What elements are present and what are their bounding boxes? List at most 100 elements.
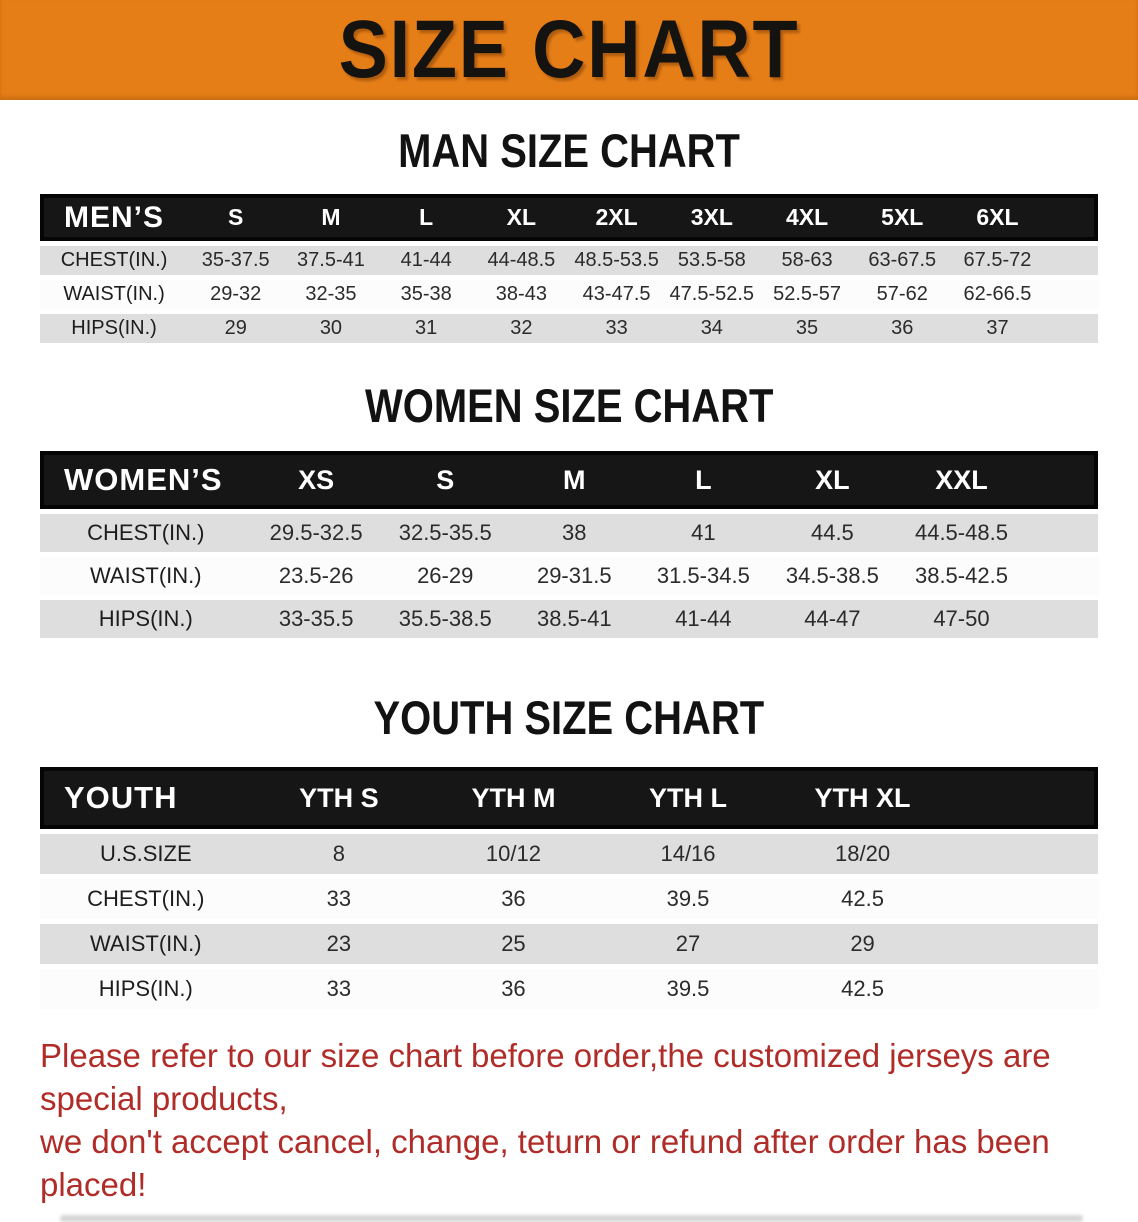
table-group-label: YOUTH <box>40 767 252 829</box>
size-value-cell: 35-37.5 <box>188 241 284 275</box>
size-value-cell: 57-62 <box>854 275 950 309</box>
size-value-cell: 53.5-58 <box>664 241 760 275</box>
size-column-header: XS <box>251 451 381 509</box>
size-chart-banner: SIZE CHART <box>0 0 1138 100</box>
size-value-cell: 44-48.5 <box>473 241 569 275</box>
row-filler-cell <box>1025 509 1098 552</box>
youth-size-table: YOUTH YTH S YTH M YTH L YTH XL U.S.SIZE 8 10/12… <box>40 767 1098 1009</box>
disclaimer-line-1: Please refer to our size chart before or… <box>40 1037 1051 1117</box>
size-value-cell: 32.5-35.5 <box>380 509 510 552</box>
size-value-cell: 35-38 <box>378 275 474 309</box>
measurement-row-label: U.S.SIZE <box>40 829 252 874</box>
size-value-cell: 33 <box>251 964 427 1009</box>
size-value-cell: 62-66.5 <box>949 275 1046 309</box>
measurement-row-label: CHEST(IN.) <box>40 874 252 919</box>
row-filler-cell <box>949 964 1098 1009</box>
measurement-row-label: WAIST(IN.) <box>40 275 189 309</box>
size-value-cell: 38 <box>509 509 639 552</box>
measurement-row-label: WAIST(IN.) <box>40 552 252 595</box>
size-value-cell: 32 <box>473 309 569 343</box>
header-filler-cell <box>1045 194 1098 241</box>
size-value-cell: 43-47.5 <box>568 275 665 309</box>
size-column-header: XL <box>473 194 569 241</box>
row-filler-cell <box>1025 552 1098 595</box>
row-filler-cell <box>1045 241 1098 275</box>
row-filler-cell <box>1045 275 1098 309</box>
size-value-cell: 32-35 <box>283 275 379 309</box>
size-column-header: 3XL <box>664 194 760 241</box>
women-section-heading-text: WOMEN SIZE CHART <box>364 379 774 432</box>
measurement-row-label: CHEST(IN.) <box>40 241 189 275</box>
size-column-header: XL <box>767 451 897 509</box>
order-disclaimer-note: Please refer to our size chart before or… <box>40 1034 1100 1206</box>
size-value-cell: 41-44 <box>638 595 768 638</box>
size-value-cell: 14/16 <box>600 829 776 874</box>
size-value-cell: 29 <box>188 309 284 343</box>
size-value-cell: 42.5 <box>775 874 950 919</box>
table-group-label: WOMEN’S <box>40 451 252 509</box>
measurement-row: CHEST(IN.) 35-37.5 37.5-41 41-44 44-48.5 48.5… <box>40 241 1098 275</box>
size-column-header: 6XL <box>949 194 1046 241</box>
size-value-cell: 39.5 <box>600 964 776 1009</box>
size-value-cell: 44.5 <box>767 509 897 552</box>
size-column-header: S <box>188 194 284 241</box>
row-filler-cell <box>949 874 1098 919</box>
size-header-row: YOUTH YTH S YTH M YTH L YTH XL <box>40 767 1098 829</box>
measurement-row: U.S.SIZE 8 10/12 14/16 18/20 <box>40 829 1098 874</box>
size-value-cell: 25 <box>426 919 601 964</box>
measurement-row-label: HIPS(IN.) <box>40 595 252 638</box>
size-value-cell: 63-67.5 <box>854 241 950 275</box>
measurement-row-label: HIPS(IN.) <box>40 309 189 343</box>
size-value-cell: 38.5-42.5 <box>896 552 1026 595</box>
size-value-cell: 48.5-53.5 <box>568 241 665 275</box>
size-column-header: L <box>638 451 768 509</box>
man-section-heading-text: MAN SIZE CHART <box>398 124 740 177</box>
size-value-cell: 29 <box>775 919 950 964</box>
size-value-cell: 8 <box>251 829 427 874</box>
measurement-row: CHEST(IN.) 33 36 39.5 42.5 <box>40 874 1098 919</box>
size-value-cell: 52.5-57 <box>759 275 855 309</box>
men-size-table: MEN’S S M L XL 2XL 3XL 4XL 5XL 6XL CHEST(IN.) 35-37… <box>40 194 1098 343</box>
size-value-cell: 34 <box>664 309 760 343</box>
page-title: SIZE CHART <box>338 4 800 95</box>
size-value-cell: 37.5-41 <box>283 241 379 275</box>
size-value-cell: 35.5-38.5 <box>380 595 510 638</box>
table-group-label: MEN’S <box>40 194 189 241</box>
header-filler-cell <box>949 767 1098 829</box>
size-column-header: S <box>380 451 510 509</box>
size-value-cell: 36 <box>426 964 601 1009</box>
size-value-cell: 31.5-34.5 <box>638 552 768 595</box>
size-value-cell: 47-50 <box>896 595 1026 638</box>
man-section-heading: MAN SIZE CHART <box>0 125 1138 177</box>
size-value-cell: 27 <box>600 919 776 964</box>
size-column-header: L <box>378 194 474 241</box>
size-value-cell: 42.5 <box>775 964 950 1009</box>
size-value-cell: 31 <box>378 309 474 343</box>
measurement-row: CHEST(IN.) 29.5-32.5 32.5-35.5 38 41 44.5 44.5… <box>40 509 1098 552</box>
size-value-cell: 41-44 <box>378 241 474 275</box>
measurement-row-label: CHEST(IN.) <box>40 509 252 552</box>
row-filler-cell <box>949 919 1098 964</box>
size-value-cell: 38.5-41 <box>509 595 639 638</box>
size-column-header: XXL <box>896 451 1026 509</box>
youth-section-heading: YOUTH SIZE CHART <box>0 692 1138 744</box>
size-value-cell: 41 <box>638 509 768 552</box>
size-value-cell: 29-31.5 <box>509 552 639 595</box>
size-value-cell: 47.5-52.5 <box>664 275 760 309</box>
size-column-header: YTH L <box>600 767 776 829</box>
size-column-header: 2XL <box>568 194 665 241</box>
measurement-row: WAIST(IN.) 29-32 32-35 35-38 38-43 43-47.5 47.… <box>40 275 1098 309</box>
bottom-edge-decoration <box>60 1215 1083 1222</box>
youth-section-heading-text: YOUTH SIZE CHART <box>373 691 765 744</box>
measurement-row: HIPS(IN.) 29 30 31 32 33 34 35 36 37 <box>40 309 1098 343</box>
size-value-cell: 23.5-26 <box>251 552 381 595</box>
size-value-cell: 44.5-48.5 <box>896 509 1026 552</box>
measurement-row-label: WAIST(IN.) <box>40 919 252 964</box>
row-filler-cell <box>949 829 1098 874</box>
size-value-cell: 36 <box>854 309 950 343</box>
size-value-cell: 10/12 <box>426 829 601 874</box>
disclaimer-line-2: we don't accept cancel, change, teturn o… <box>40 1123 1050 1203</box>
size-value-cell: 37 <box>949 309 1046 343</box>
size-column-header: 4XL <box>759 194 855 241</box>
size-column-header: M <box>283 194 379 241</box>
